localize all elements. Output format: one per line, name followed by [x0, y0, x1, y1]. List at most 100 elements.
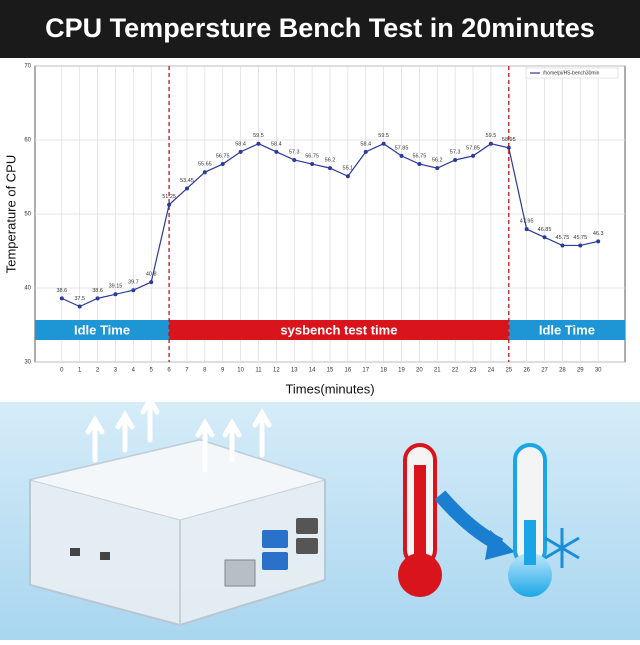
- y-tick-label: 40: [24, 286, 31, 292]
- data-label: 56.2: [325, 158, 336, 164]
- x-tick-label: 20: [416, 368, 423, 374]
- y-tick-label: 50: [24, 212, 31, 218]
- data-point: [113, 292, 118, 297]
- region-band: [35, 320, 170, 340]
- x-tick-label: 7: [185, 368, 189, 374]
- x-tick-label: 27: [541, 368, 548, 374]
- data-point: [542, 235, 547, 240]
- x-tick-label: 8: [203, 368, 207, 374]
- x-tick-label: 4: [132, 368, 136, 374]
- x-tick-label: 29: [577, 368, 584, 374]
- data-point: [399, 153, 404, 158]
- x-tick-label: 12: [273, 368, 280, 374]
- x-tick-label: 24: [488, 368, 495, 374]
- data-label: 57.85: [395, 145, 409, 151]
- legend-box: [525, 67, 619, 79]
- data-point: [524, 227, 529, 232]
- x-tick-label: 2: [96, 368, 100, 374]
- region-label: sysbench test time: [280, 322, 397, 337]
- region-label: Idle Time: [539, 322, 595, 337]
- data-point: [578, 243, 583, 248]
- data-point: [363, 149, 368, 154]
- data-label: 56.75: [216, 154, 230, 160]
- region-band: [508, 320, 625, 340]
- data-label: 58.4: [360, 141, 371, 147]
- data-label: 51.25: [162, 194, 176, 200]
- x-tick-label: 15: [327, 368, 334, 374]
- data-point: [435, 166, 440, 171]
- data-point: [345, 174, 350, 179]
- x-tick-label: 3: [114, 368, 118, 374]
- data-point: [417, 162, 422, 167]
- y-tick-label: 60: [24, 138, 31, 144]
- data-label: 40.8: [146, 272, 157, 278]
- region-label: Idle Time: [74, 322, 130, 337]
- x-tick-label: 14: [309, 368, 316, 374]
- data-label: 37.5: [74, 296, 85, 302]
- x-tick-label: 23: [470, 368, 477, 374]
- x-tick-label: 19: [398, 368, 405, 374]
- data-label: 55.1: [343, 166, 354, 172]
- x-axis-label: Times(minutes): [285, 381, 374, 396]
- data-point: [596, 239, 601, 244]
- case-illustration: [29, 395, 327, 627]
- data-label: 58.95: [502, 137, 516, 143]
- data-point: [292, 157, 297, 162]
- data-label: 57.3: [450, 149, 461, 155]
- data-label: 45.75: [556, 235, 570, 241]
- data-label: 56.75: [413, 154, 427, 160]
- x-tick-label: 22: [452, 368, 459, 374]
- x-tick-label: 6: [167, 368, 171, 374]
- x-tick-label: 18: [380, 368, 387, 374]
- data-point: [95, 296, 100, 301]
- data-point: [310, 162, 315, 167]
- data-label: 55.65: [198, 162, 212, 168]
- x-tick-label: 11: [255, 368, 262, 374]
- data-point: [167, 202, 172, 207]
- data-point: [560, 243, 565, 248]
- data-point: [184, 186, 189, 191]
- data-point: [256, 141, 261, 146]
- data-label: 59.5: [378, 133, 389, 139]
- data-label: 57.85: [466, 145, 480, 151]
- data-label: 46.85: [538, 227, 552, 233]
- y-tick-label: 30: [24, 360, 31, 366]
- x-tick-label: 25: [505, 368, 512, 374]
- data-point: [471, 153, 476, 158]
- data-label: 45.75: [573, 235, 587, 241]
- data-point: [453, 157, 458, 162]
- x-tick-label: 26: [523, 368, 530, 374]
- data-point: [149, 280, 154, 285]
- data-point: [77, 304, 82, 309]
- x-tick-label: 10: [237, 368, 244, 374]
- title-bar: [0, 0, 640, 58]
- chart-title: CPU Tempersture Bench Test in 20minutes: [45, 13, 595, 43]
- data-point: [328, 166, 332, 171]
- y-axis-label: Temperature of CPU: [3, 155, 18, 274]
- data-label: 38.6: [92, 288, 103, 294]
- data-label: 47.95: [520, 219, 534, 225]
- data-label: 39.15: [109, 284, 123, 290]
- x-tick-label: 5: [150, 368, 154, 374]
- data-label: 58.4: [235, 141, 246, 147]
- x-tick-label: 0: [60, 368, 64, 374]
- x-tick-label: 28: [559, 368, 566, 374]
- data-point: [131, 288, 136, 293]
- data-label: 58.4: [271, 141, 282, 147]
- data-point: [274, 149, 279, 154]
- x-tick-label: 13: [291, 368, 298, 374]
- data-point: [381, 141, 386, 146]
- region-band: [169, 320, 509, 340]
- data-label: 46.3: [593, 231, 604, 237]
- thermometer-cold: [434, 443, 580, 597]
- y-tick-label: 70: [24, 64, 31, 70]
- x-tick-label: 16: [345, 368, 352, 374]
- data-point: [506, 145, 511, 150]
- x-tick-label: 9: [221, 368, 225, 374]
- data-point: [59, 296, 64, 301]
- thermometer-hot: [398, 443, 442, 597]
- data-label: 39.7: [128, 280, 139, 286]
- data-point: [220, 162, 225, 167]
- legend-label: /home/pi/HS-bench30min: [543, 70, 600, 76]
